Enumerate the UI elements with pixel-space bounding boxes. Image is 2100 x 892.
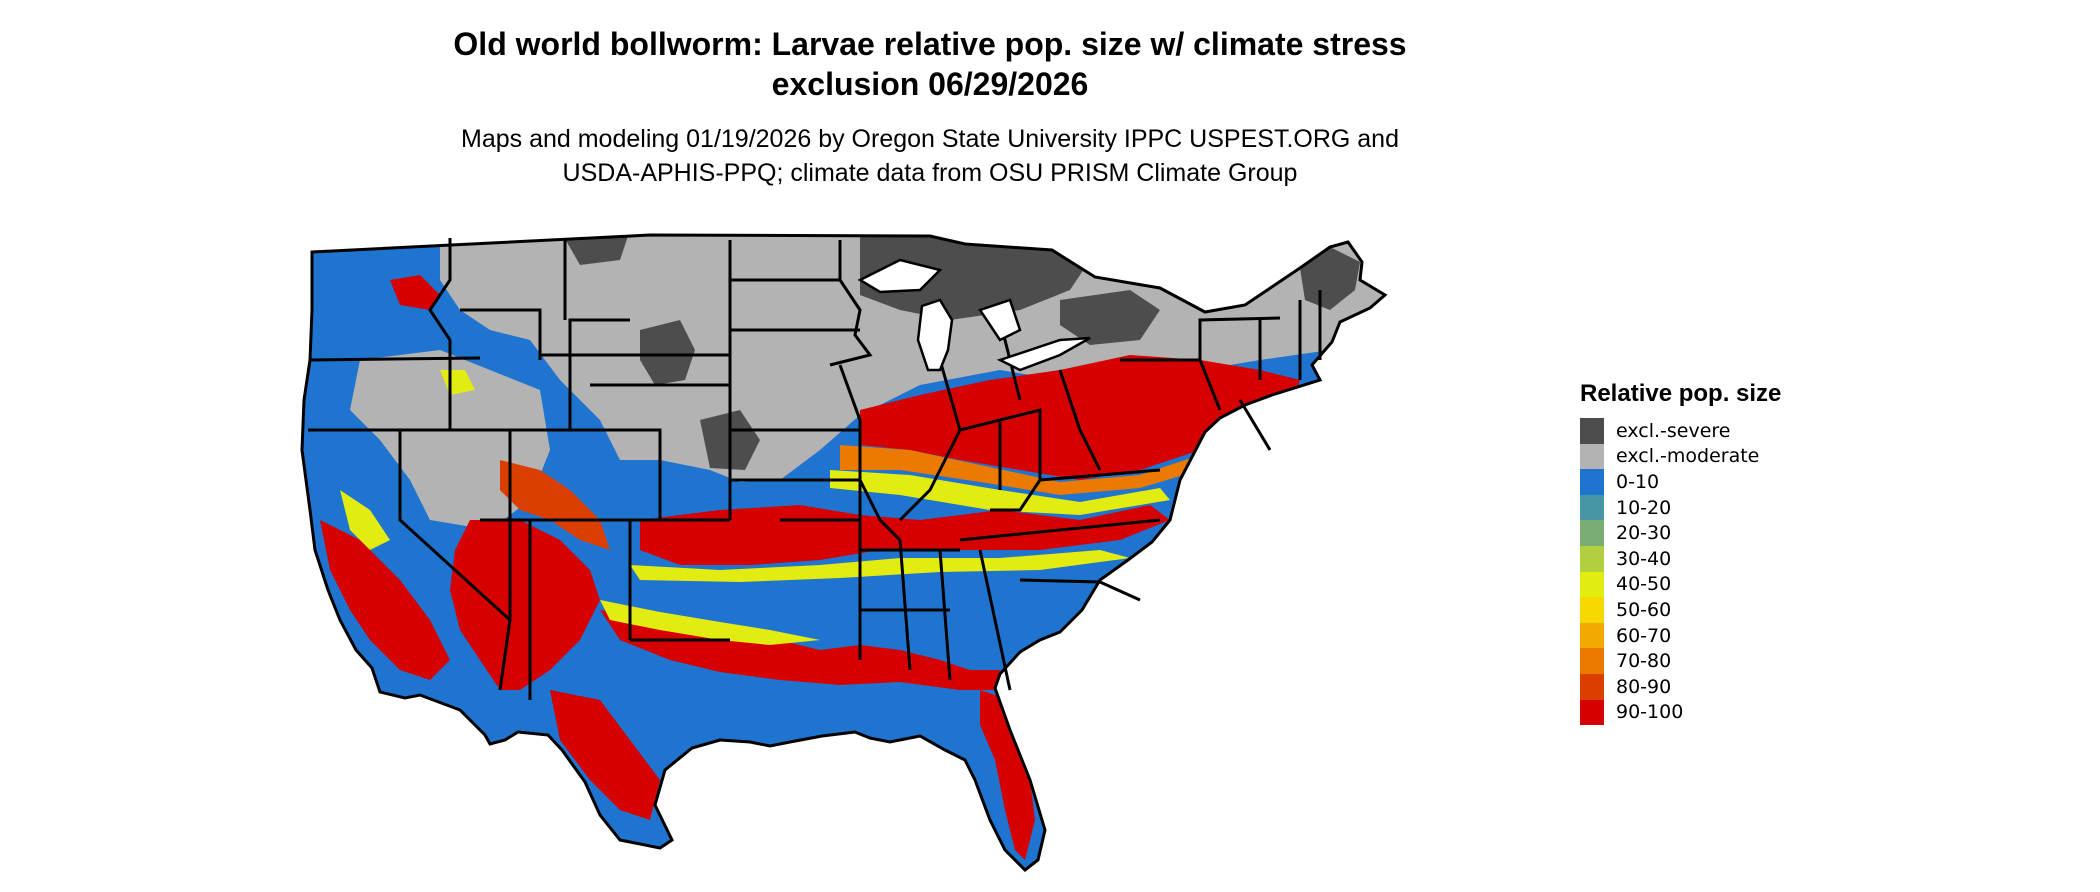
region-yellow-south bbox=[630, 550, 1130, 582]
legend-item: excl.-severe bbox=[1580, 418, 1781, 444]
legend-swatch bbox=[1580, 673, 1604, 700]
legend-label: 40-50 bbox=[1616, 573, 1672, 596]
legend-swatch bbox=[1580, 622, 1604, 649]
region-yellow-california bbox=[340, 490, 390, 550]
legend-label: 80-90 bbox=[1616, 675, 1672, 698]
legend-item: 20-30 bbox=[1580, 520, 1781, 546]
lake-huron bbox=[978, 298, 1022, 342]
legend-item: 60-70 bbox=[1580, 622, 1781, 649]
legend-item: 50-60 bbox=[1580, 597, 1781, 623]
subtitle-line-2: USDA-APHIS-PPQ; climate data from OSU PR… bbox=[562, 159, 1298, 187]
region-high-gulf bbox=[600, 610, 1005, 690]
legend-swatch bbox=[1580, 443, 1604, 470]
legend-label: 60-70 bbox=[1616, 624, 1672, 647]
legend-swatch bbox=[1580, 494, 1604, 521]
legend-swatch bbox=[1580, 469, 1604, 495]
region-mid-ohio-valley bbox=[840, 445, 1200, 495]
region-high-ohio-valley bbox=[860, 355, 1300, 480]
region-high-pnw bbox=[390, 275, 440, 310]
lake-superior bbox=[857, 258, 943, 294]
legend-label: 0-10 bbox=[1616, 470, 1660, 493]
region-high-texas-west bbox=[550, 690, 660, 820]
legend-label: excl.-severe bbox=[1616, 419, 1731, 442]
legend-label: 10-20 bbox=[1616, 496, 1672, 519]
state-boundaries bbox=[300, 233, 1388, 872]
region-excl-severe-me bbox=[1300, 247, 1360, 310]
legend-swatch bbox=[1580, 571, 1604, 598]
legend-label: 50-60 bbox=[1616, 598, 1672, 621]
legend-items: excl.-severe excl.-moderate 0-10 10-20 20-30… bbox=[1580, 418, 1781, 726]
us-population-map bbox=[300, 233, 1388, 872]
legend-item: 70-80 bbox=[1580, 648, 1781, 674]
title-line-1: Old world bollworm: Larvae relative pop.… bbox=[453, 26, 1407, 62]
lake-michigan bbox=[916, 298, 954, 372]
region-excl-severe-wi bbox=[1060, 290, 1160, 345]
legend-swatch bbox=[1580, 597, 1604, 623]
legend-item: 40-50 bbox=[1580, 571, 1781, 598]
region-mid-southwest bbox=[500, 460, 610, 550]
legend-item: 30-40 bbox=[1580, 545, 1781, 572]
legend-swatch bbox=[1580, 520, 1604, 546]
legend-item: 0-10 bbox=[1580, 469, 1781, 495]
region-high-south bbox=[640, 505, 1170, 565]
region-yellow-gulf bbox=[600, 600, 820, 645]
legend-swatch bbox=[1580, 699, 1604, 726]
map-legend: Relative pop. size excl.-severe excl.-mod… bbox=[1580, 380, 1782, 726]
region-excl-severe-north bbox=[860, 235, 1090, 320]
legend-swatch bbox=[1580, 648, 1604, 674]
legend-item: 10-20 bbox=[1580, 494, 1781, 521]
legend-item: 80-90 bbox=[1580, 673, 1781, 700]
region-high-california bbox=[320, 520, 450, 680]
legend-item: 90-100 bbox=[1580, 699, 1781, 726]
legend-label: 20-30 bbox=[1616, 522, 1672, 545]
region-high-florida bbox=[980, 690, 1035, 860]
legend-item: excl.-moderate bbox=[1580, 443, 1781, 470]
legend-label: 30-40 bbox=[1616, 547, 1672, 570]
region-high-southwest bbox=[450, 520, 600, 690]
map-title: Old world bollworm: Larvae relative pop.… bbox=[0, 24, 1860, 104]
title-line-2: exclusion 06/29/2026 bbox=[771, 66, 1089, 102]
legend-title: Relative pop. size bbox=[1580, 380, 1782, 407]
legend-label: excl.-moderate bbox=[1616, 445, 1760, 468]
great-lakes bbox=[857, 258, 1091, 372]
map-subtitle: Maps and modeling 01/19/2026 by Oregon S… bbox=[0, 122, 1860, 190]
region-excl-moderate bbox=[440, 235, 1385, 482]
legend-label: 90-100 bbox=[1616, 701, 1684, 724]
subtitle-line-1: Maps and modeling 01/19/2026 by Oregon S… bbox=[461, 125, 1399, 153]
legend-label: 70-80 bbox=[1616, 650, 1672, 673]
map-fill-layers bbox=[320, 235, 1385, 860]
legend-swatch bbox=[1580, 418, 1604, 444]
legend-swatch bbox=[1580, 545, 1604, 572]
region-excl-severe-wy bbox=[640, 320, 695, 385]
region-yellow-ohio-valley bbox=[830, 470, 1170, 515]
lake-erie bbox=[996, 336, 1091, 372]
